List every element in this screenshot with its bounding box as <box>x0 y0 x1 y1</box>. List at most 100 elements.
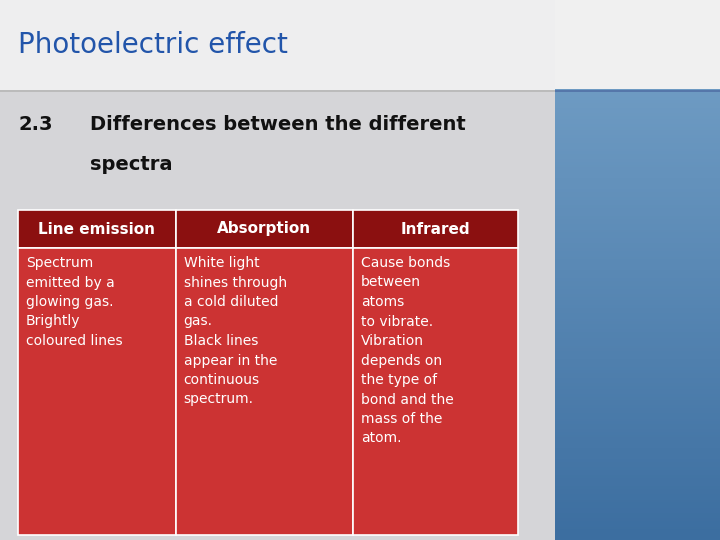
Bar <box>555 274 720 278</box>
Text: Photoelectric effect: Photoelectric effect <box>18 31 288 59</box>
Bar <box>555 234 720 238</box>
Bar <box>555 156 720 159</box>
Bar <box>555 142 720 146</box>
Bar <box>555 158 720 162</box>
Bar <box>18 210 176 248</box>
Text: Absorption: Absorption <box>217 221 311 237</box>
Bar <box>555 210 720 213</box>
Bar <box>555 255 720 259</box>
Bar <box>176 248 353 535</box>
Bar <box>555 331 720 335</box>
Bar <box>555 528 720 532</box>
Bar <box>555 482 720 486</box>
Bar <box>555 110 720 113</box>
Bar <box>555 434 720 437</box>
Bar <box>555 223 720 227</box>
Text: Line emission: Line emission <box>38 221 156 237</box>
Bar <box>555 444 720 448</box>
Bar <box>555 34 720 38</box>
Bar <box>555 504 720 508</box>
Bar <box>555 423 720 427</box>
Bar <box>555 193 720 197</box>
Bar <box>555 288 720 292</box>
Bar <box>555 417 720 421</box>
Bar <box>555 382 720 386</box>
Text: Cause bonds
between
atoms
to vibrate.
Vibration
depends on
the type of
bond and : Cause bonds between atoms to vibrate. Vi… <box>361 256 454 446</box>
Bar <box>555 4 720 8</box>
Bar <box>555 374 720 378</box>
Bar <box>555 428 720 432</box>
Bar <box>555 463 720 467</box>
Bar <box>555 515 720 518</box>
Bar <box>555 304 720 308</box>
Bar <box>555 75 720 78</box>
Text: Spectrum
emitted by a
glowing gas.
Brightly
coloured lines: Spectrum emitted by a glowing gas. Brigh… <box>26 256 122 348</box>
Bar <box>555 363 720 367</box>
Bar <box>555 204 720 208</box>
Bar <box>555 366 720 370</box>
Bar <box>555 531 720 535</box>
Bar <box>555 269 720 273</box>
Bar <box>555 334 720 338</box>
Text: Infrared: Infrared <box>401 221 470 237</box>
Bar <box>555 264 720 267</box>
Bar <box>555 328 720 332</box>
Bar <box>555 166 720 170</box>
Bar <box>555 153 720 157</box>
Bar <box>555 39 720 43</box>
Bar <box>555 380 720 383</box>
Bar <box>555 147 720 151</box>
Bar <box>555 99 720 103</box>
Bar <box>555 536 720 540</box>
Bar <box>555 139 720 143</box>
Bar <box>555 123 720 127</box>
Text: Differences between the different: Differences between the different <box>90 116 466 134</box>
Bar <box>555 80 720 84</box>
Bar <box>555 131 720 135</box>
Bar <box>555 56 720 59</box>
Bar <box>555 77 720 81</box>
Bar <box>555 145 720 148</box>
Bar <box>555 426 720 429</box>
Bar <box>555 177 720 181</box>
Bar <box>555 174 720 178</box>
Bar <box>555 258 720 262</box>
Bar <box>555 485 720 489</box>
Bar <box>555 226 720 230</box>
Bar <box>555 466 720 470</box>
Bar <box>555 442 720 446</box>
Bar <box>555 439 720 443</box>
Bar <box>555 469 720 472</box>
Bar <box>555 517 720 521</box>
Bar <box>555 301 720 305</box>
Bar <box>353 210 518 248</box>
Bar <box>555 118 720 122</box>
Bar <box>555 91 720 94</box>
Bar <box>555 120 720 124</box>
Bar <box>555 501 720 505</box>
Bar <box>555 361 720 365</box>
Bar <box>555 496 720 500</box>
Bar <box>555 315 720 319</box>
Bar <box>555 185 720 189</box>
Bar <box>555 126 720 130</box>
Bar <box>555 326 720 329</box>
Bar <box>555 207 720 211</box>
Bar <box>555 37 720 40</box>
Bar <box>555 245 720 248</box>
Bar <box>555 253 720 256</box>
Bar <box>0 0 556 90</box>
Bar <box>555 83 720 86</box>
Bar <box>555 137 720 140</box>
Bar <box>555 7 720 11</box>
Bar <box>555 88 720 92</box>
Bar <box>555 480 720 483</box>
Bar <box>555 218 720 221</box>
Bar <box>555 312 720 316</box>
Bar <box>555 318 720 321</box>
Bar <box>555 339 720 343</box>
Bar <box>555 396 720 400</box>
Bar <box>555 347 720 351</box>
Bar <box>555 90 720 92</box>
Bar <box>555 31 720 35</box>
